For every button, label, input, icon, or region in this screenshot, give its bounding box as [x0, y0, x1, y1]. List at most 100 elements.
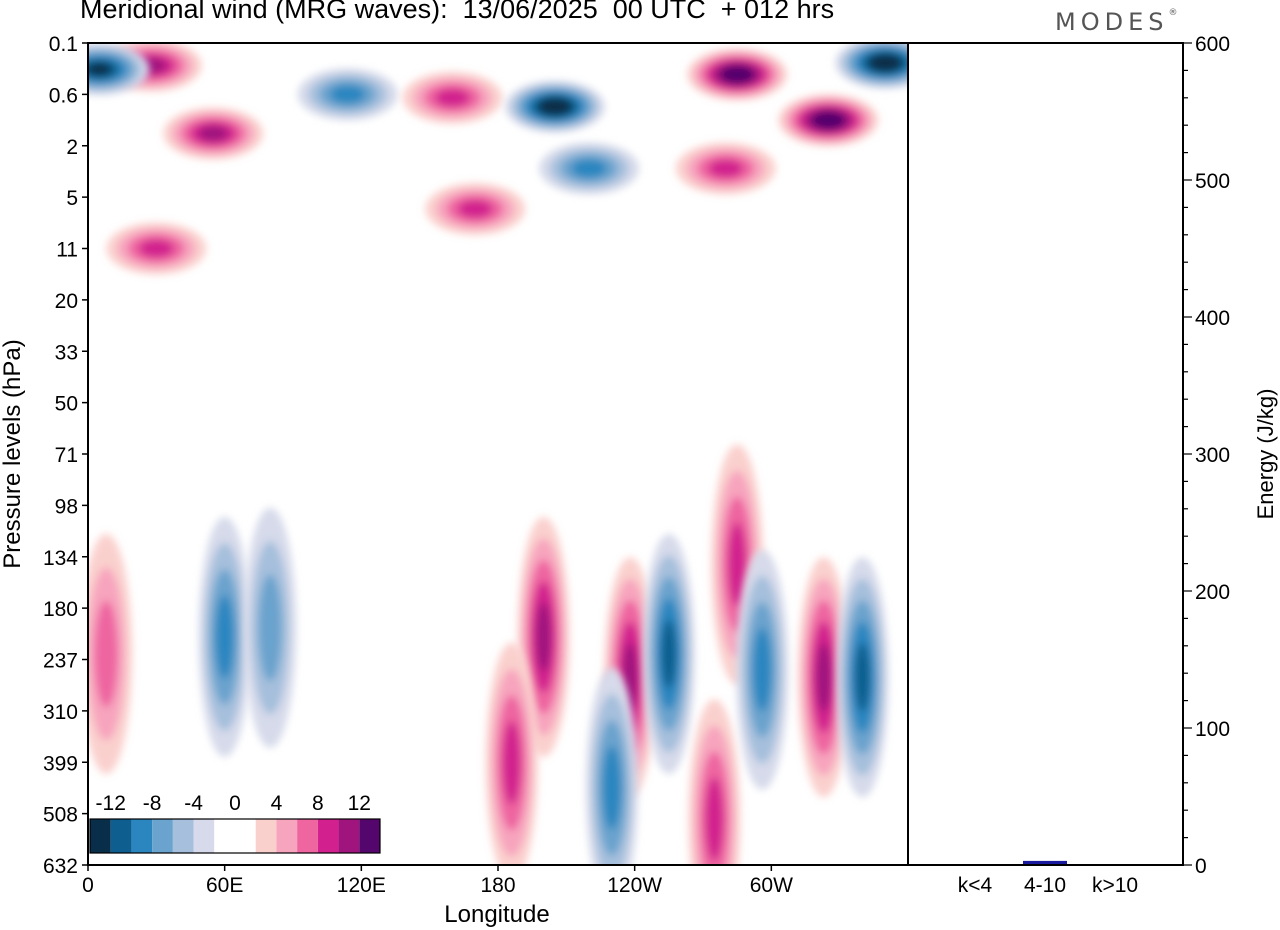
colorbar-frame: [89, 818, 381, 854]
wind-anomaly-3: [402, 71, 503, 124]
y-tick-label: 399: [43, 752, 78, 775]
contour-level: [753, 627, 772, 712]
energy-bar-1: [1023, 860, 1067, 865]
wind-anomaly-4: [504, 80, 605, 133]
contour-level: [855, 642, 870, 712]
heatmap-field: [88, 43, 908, 865]
colorbar-swatch: [359, 819, 380, 853]
axes: 0.1 0.6 2 5 11 20 33 50 71 98 134 180 237 310 399 508 63…: [43, 33, 1230, 897]
wind-anomaly-11: [106, 222, 207, 275]
contour-level: [708, 159, 744, 178]
colorbar-label: 8: [312, 792, 324, 815]
colorbar-swatch: [235, 819, 256, 853]
y-tick-label: 508: [43, 804, 78, 827]
x-axis-label: Longitude: [444, 901, 549, 928]
y-tick-label: 5: [66, 187, 78, 210]
x-tick-label: 60W: [750, 874, 793, 897]
modes-logo: MODES®: [1055, 8, 1177, 36]
energy-axis-label: Energy (J/kg): [1253, 389, 1278, 520]
wind-anomaly-2: [297, 68, 398, 121]
y-tick-label: 2: [66, 136, 78, 159]
wind-anomaly-15: [244, 507, 297, 748]
wind-anomaly-24: [585, 667, 638, 865]
y-tick-label: 50: [55, 393, 78, 416]
wind-anomaly-20: [736, 549, 789, 790]
contour-level: [138, 239, 174, 258]
y-tick-label: 0.1: [49, 33, 78, 56]
x-tick-label: 120W: [607, 874, 662, 897]
y-tick-label: 71: [55, 444, 78, 467]
contour-level: [816, 642, 832, 712]
contour-level: [544, 101, 566, 113]
colorbar-swatch: [276, 819, 298, 853]
wind-anomaly-16: [517, 516, 570, 757]
colorbar-label: 0: [229, 792, 241, 815]
colorbar-swatch: [110, 819, 132, 853]
contour-level: [874, 57, 896, 69]
colorbar-label: 4: [271, 792, 283, 815]
wind-anomaly-25: [688, 699, 741, 865]
contour-level: [457, 199, 493, 219]
y-tick-label: 134: [43, 547, 78, 570]
contour-level: [215, 595, 234, 679]
energy-category-label: 4-10: [1024, 874, 1066, 897]
colorbar-label: -12: [96, 792, 126, 815]
contour-level: [502, 721, 521, 805]
contour-level: [728, 522, 747, 607]
wind-anomaly-1: [163, 107, 264, 160]
contour-level: [94, 600, 118, 708]
wind-anomaly-10: [425, 183, 526, 236]
brand-name: MODES: [1055, 8, 1169, 36]
y-tick-label: 11: [56, 239, 78, 262]
y-tick-label: 632: [43, 855, 78, 878]
colorbar-swatch: [152, 819, 173, 853]
wind-anomaly-18: [642, 533, 695, 774]
colorbar-swatch: [214, 819, 235, 853]
contour-level: [726, 69, 748, 80]
energy-tick-label: 600: [1195, 33, 1230, 56]
colorbar-swatch: [193, 819, 215, 853]
colorbar-swatch: [255, 819, 277, 853]
colorbar-swatch: [297, 819, 318, 853]
y-tick-label: 98: [55, 495, 78, 518]
energy-tick-label: 0: [1195, 855, 1207, 878]
energy-bars: k<4 4-10 k>10: [953, 860, 1138, 897]
colorbar-label: -8: [143, 792, 162, 815]
energy-tick-label: 400: [1195, 307, 1230, 330]
wind-anomaly-14: [198, 516, 251, 757]
registered-mark: ®: [1168, 8, 1178, 18]
energy-category-label: k<4: [958, 874, 993, 897]
contour-level: [88, 62, 112, 76]
contour-level: [435, 88, 470, 107]
contour-level: [536, 602, 551, 672]
y-tick-label: 20: [55, 290, 78, 313]
y-axis-label: Pressure levels (hPa): [0, 339, 26, 568]
chart-title: Meridional wind (MRG waves): 13/06/2025 …: [80, 0, 835, 24]
x-tick-label: 180: [480, 874, 515, 897]
contour-level: [817, 114, 839, 126]
wind-anomaly-21: [797, 557, 850, 798]
contour-level: [661, 619, 677, 689]
energy-tick-label: 200: [1195, 581, 1230, 604]
wind-anomaly-8: [835, 43, 908, 89]
wind-anomaly-7: [778, 94, 879, 147]
colorbar-swatch: [317, 819, 339, 853]
colorbar-label: -4: [184, 792, 203, 815]
colorbar-swatch: [90, 819, 111, 853]
x-tick-label: 60E: [206, 874, 243, 897]
colorbar-swatch: [131, 819, 153, 853]
wind-anomaly-22: [836, 557, 889, 798]
contour-level: [705, 777, 724, 861]
y-tick-label: 0.6: [49, 84, 78, 107]
y-tick-label: 237: [43, 650, 78, 673]
contour-level: [602, 746, 621, 830]
y-tick-label: 310: [43, 701, 78, 724]
contour-level: [571, 159, 607, 178]
energy-category-label: k>10: [1092, 874, 1138, 897]
energy-tick-label: 100: [1195, 718, 1230, 741]
contour-level: [258, 574, 282, 682]
colorbar-label: 12: [348, 792, 371, 815]
energy-tick-label: 300: [1195, 444, 1230, 467]
wind-anomaly-9: [88, 43, 150, 96]
